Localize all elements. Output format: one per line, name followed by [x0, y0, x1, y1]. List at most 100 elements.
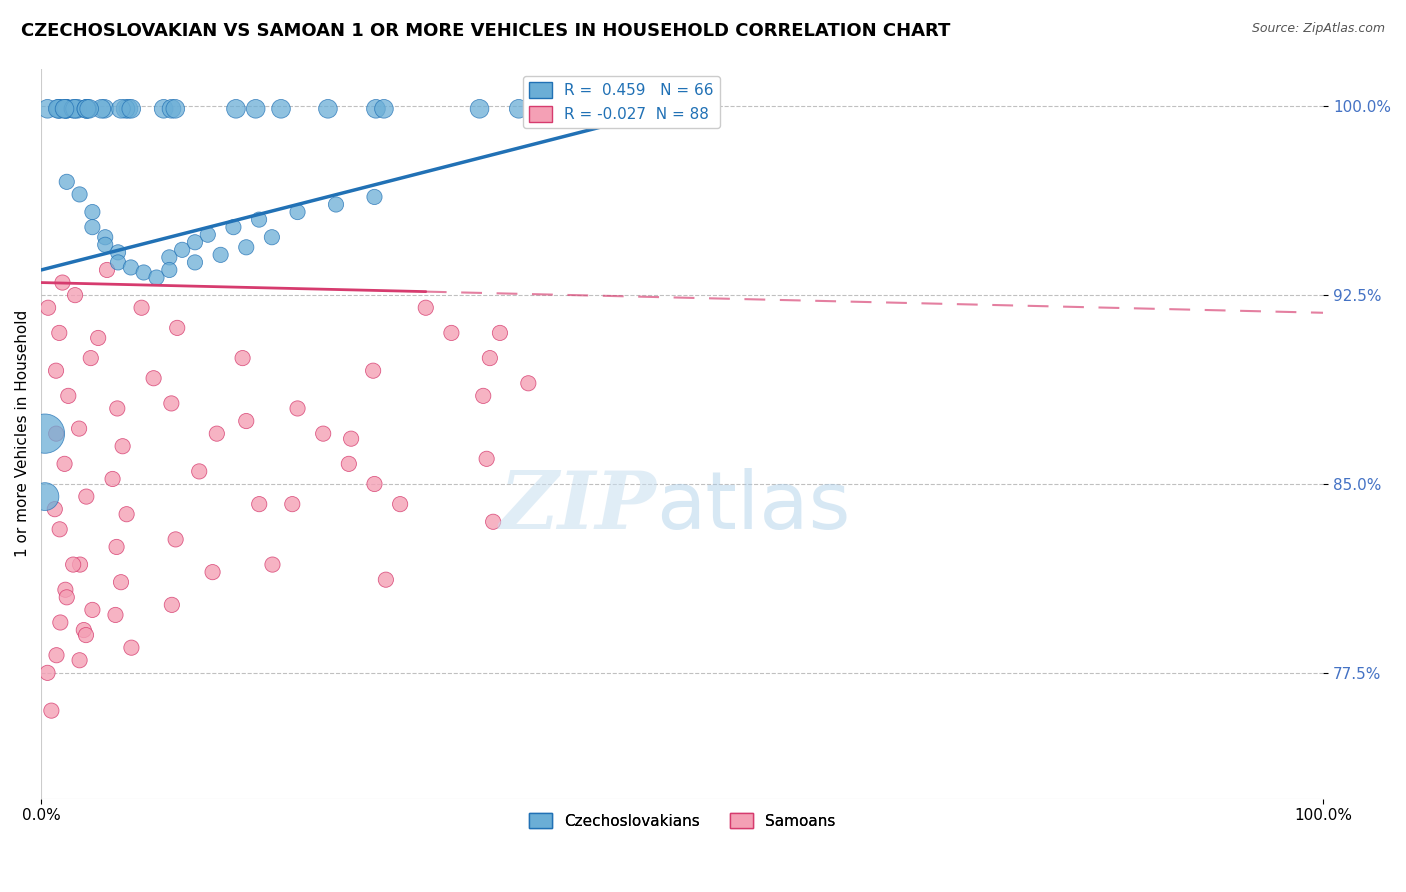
- Point: [165, 533, 187, 547]
- Point: [53, 457, 76, 471]
- Point: [157, 263, 180, 277]
- Point: [69, 558, 91, 572]
- Point: [222, 220, 245, 235]
- Point: [508, 102, 530, 116]
- Point: [364, 102, 387, 116]
- Point: [87, 331, 110, 345]
- Point: [281, 497, 304, 511]
- Point: [44, 502, 66, 516]
- Point: [247, 497, 270, 511]
- Text: atlas: atlas: [657, 467, 851, 546]
- Point: [80, 351, 103, 365]
- Point: [104, 607, 127, 622]
- Point: [90, 102, 112, 116]
- Point: [325, 197, 347, 211]
- Point: [117, 102, 139, 116]
- Point: [478, 351, 501, 365]
- Point: [46, 102, 69, 116]
- Point: [69, 653, 91, 667]
- Point: [110, 575, 132, 590]
- Point: [82, 220, 104, 235]
- Point: [75, 102, 97, 116]
- Point: [131, 301, 153, 315]
- Point: [482, 515, 505, 529]
- Point: [107, 255, 129, 269]
- Point: [45, 364, 67, 378]
- Point: [120, 640, 142, 655]
- Point: [489, 326, 512, 340]
- Point: [45, 426, 67, 441]
- Point: [260, 230, 283, 244]
- Point: [66, 102, 89, 116]
- Point: [287, 401, 309, 416]
- Point: [340, 432, 363, 446]
- Point: [120, 260, 142, 275]
- Point: [160, 598, 183, 612]
- Point: [62, 558, 84, 572]
- Text: CZECHOSLOVAKIAN VS SAMOAN 1 OR MORE VEHICLES IN HOUSEHOLD CORRELATION CHART: CZECHOSLOVAKIAN VS SAMOAN 1 OR MORE VEHI…: [21, 22, 950, 40]
- Point: [75, 102, 97, 116]
- Point: [415, 301, 437, 315]
- Point: [165, 102, 187, 116]
- Point: [184, 255, 207, 269]
- Point: [287, 205, 309, 219]
- Point: [49, 102, 72, 116]
- Point: [62, 102, 84, 116]
- Point: [232, 351, 254, 365]
- Point: [361, 364, 384, 378]
- Point: [55, 582, 77, 597]
- Point: [63, 102, 86, 116]
- Point: [172, 243, 194, 257]
- Point: [245, 102, 267, 116]
- Point: [120, 102, 142, 116]
- Point: [363, 190, 385, 204]
- Point: [55, 102, 77, 116]
- Text: Source: ZipAtlas.com: Source: ZipAtlas.com: [1251, 22, 1385, 36]
- Point: [82, 205, 104, 219]
- Point: [373, 102, 395, 116]
- Text: ZIP: ZIP: [499, 468, 657, 545]
- Point: [53, 102, 76, 116]
- Point: [37, 301, 59, 315]
- Point: [49, 615, 72, 630]
- Point: [389, 497, 412, 511]
- Point: [160, 396, 183, 410]
- Point: [247, 212, 270, 227]
- Point: [69, 187, 91, 202]
- Point: [184, 235, 207, 250]
- Point: [114, 102, 136, 116]
- Point: [48, 102, 70, 116]
- Point: [262, 558, 284, 572]
- Point: [145, 270, 167, 285]
- Point: [48, 522, 70, 536]
- Point: [316, 102, 339, 116]
- Point: [34, 490, 56, 504]
- Point: [94, 230, 117, 244]
- Point: [157, 251, 180, 265]
- Point: [41, 704, 63, 718]
- Legend: Czechoslovakians, Samoans: Czechoslovakians, Samoans: [523, 806, 842, 835]
- Point: [235, 414, 257, 428]
- Point: [67, 421, 90, 435]
- Point: [111, 439, 134, 453]
- Point: [225, 102, 247, 116]
- Point: [468, 102, 491, 116]
- Point: [53, 102, 76, 116]
- Point: [107, 245, 129, 260]
- Point: [205, 426, 228, 441]
- Point: [110, 102, 132, 116]
- Point: [63, 288, 86, 302]
- Point: [517, 376, 540, 391]
- Point: [34, 426, 56, 441]
- Point: [55, 102, 77, 116]
- Point: [77, 102, 100, 116]
- Point: [270, 102, 292, 116]
- Point: [37, 665, 59, 680]
- Point: [105, 540, 128, 554]
- Point: [105, 401, 128, 416]
- Point: [37, 102, 59, 116]
- Point: [209, 248, 232, 262]
- Point: [82, 603, 104, 617]
- Point: [337, 457, 360, 471]
- Point: [96, 263, 118, 277]
